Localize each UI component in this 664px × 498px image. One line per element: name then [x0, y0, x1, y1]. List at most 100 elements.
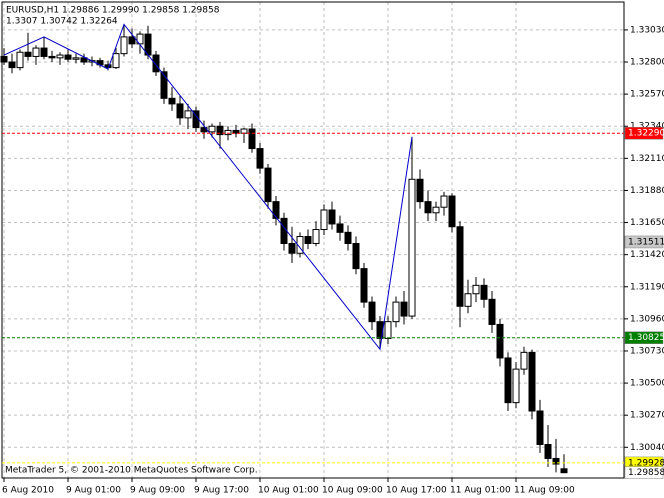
candle-body	[368, 301, 376, 323]
level-label-box	[624, 235, 664, 249]
candle-body	[104, 64, 112, 69]
x-tick-label: 11 Aug 09:00	[514, 486, 575, 496]
candle-body	[344, 231, 352, 244]
candle-body	[8, 61, 16, 69]
candle-body	[40, 47, 48, 57]
candle-body	[552, 457, 560, 465]
candle-body	[240, 128, 248, 134]
level-label: 1.29928	[628, 458, 664, 468]
y-tick-label: 1.31650	[630, 218, 664, 228]
candle-body	[352, 242, 360, 270]
level-label-box	[624, 331, 664, 344]
candle-body	[424, 201, 432, 214]
candle-body	[400, 301, 408, 317]
candle-body	[432, 206, 440, 214]
y-tick-label: 1.32800	[630, 58, 664, 68]
candle-body	[64, 54, 72, 60]
y-tick-label: 1.32340	[630, 122, 664, 132]
y-tick-label: 1.30960	[630, 314, 664, 324]
y-tick-label: 1.30040	[630, 443, 664, 453]
candle-body	[416, 178, 424, 203]
level-label: 1.29858	[628, 468, 664, 478]
candle-body	[120, 36, 128, 55]
x-tick-label: 9 Aug 17:00	[194, 486, 249, 496]
y-tick-label: 1.30270	[630, 411, 664, 421]
marks	[0, 23, 568, 474]
level-label: 1.30825	[628, 333, 664, 343]
candle-body	[24, 51, 32, 57]
candle-body	[16, 51, 24, 69]
candle-body	[256, 148, 264, 169]
candle-body	[272, 201, 280, 219]
candle-body	[528, 351, 536, 412]
indicator-line: 1.3307 1.30742 1.32264	[6, 17, 118, 27]
candle-body	[496, 323, 504, 359]
candle-body	[216, 125, 224, 136]
candle-body	[160, 71, 168, 99]
y-tick-label: 1.33030	[630, 25, 664, 35]
level-label-box	[624, 466, 664, 479]
plot-frame	[1, 1, 625, 479]
y-tick-label: 1.32570	[630, 90, 664, 100]
candle-body	[520, 351, 528, 370]
candle-body	[280, 217, 288, 244]
candle-body	[336, 223, 344, 233]
candle-body	[456, 226, 464, 307]
candle-body	[408, 178, 416, 317]
candle-body	[536, 410, 544, 445]
y-tick-label: 1.31420	[630, 250, 664, 260]
candle-body	[504, 357, 512, 404]
candle-body	[512, 368, 520, 404]
candle-body	[0, 55, 8, 63]
x-tick-label: 10 Aug 17:00	[386, 486, 447, 496]
candle-body	[392, 301, 400, 323]
y-tick-label: 1.31880	[630, 186, 664, 196]
x-tick-label: 6 Aug 2010	[2, 486, 54, 496]
x-tick-label: 11 Aug 01:00	[450, 486, 511, 496]
candle-body	[360, 268, 368, 303]
y-tick-label: 1.30730	[630, 346, 664, 356]
x-tick-label: 10 Aug 01:00	[258, 486, 319, 496]
candle-body	[112, 53, 120, 69]
candle-body	[384, 321, 392, 339]
candle-body	[328, 209, 336, 225]
level-label-box	[624, 126, 664, 140]
candle-body	[296, 236, 304, 254]
candle-body	[80, 57, 88, 63]
candle-body	[448, 195, 456, 228]
candle-body	[440, 195, 448, 208]
candle-body	[184, 110, 192, 119]
grid	[2, 2, 624, 478]
candle-body	[168, 97, 176, 105]
candle-body	[312, 229, 320, 244]
candle-body	[176, 103, 184, 119]
x-tick-label: 9 Aug 01:00	[66, 486, 121, 496]
candle-body	[32, 47, 40, 57]
candle-body	[472, 284, 480, 295]
candle-body	[128, 36, 136, 45]
symbol-line: EURUSD,H1 1.29886 1.29990 1.29858 1.2985…	[6, 6, 220, 16]
candle-body	[488, 298, 496, 325]
candle-body	[72, 57, 80, 60]
candle-body	[152, 54, 160, 73]
candle-body	[560, 468, 568, 474]
candle-body	[480, 284, 488, 300]
candle-body	[48, 55, 56, 59]
y-tick-label: 1.31190	[630, 282, 664, 292]
candle-body	[304, 236, 312, 244]
footer: MetaTrader 5, © 2001-2010 MetaQuotes Sof…	[5, 466, 258, 476]
level-label: 1.32290	[628, 129, 664, 139]
candle-body	[288, 242, 296, 254]
zigzag-line	[3, 23, 413, 351]
candle-body	[232, 129, 240, 134]
candle-body	[464, 293, 472, 307]
candle-body	[248, 128, 256, 150]
x-tick-label: 10 Aug 09:00	[322, 486, 383, 496]
candle-body	[224, 129, 232, 136]
level-label: 1.31511	[628, 237, 664, 247]
y-tick-label: 1.30500	[630, 379, 664, 389]
candle-body	[264, 167, 272, 203]
